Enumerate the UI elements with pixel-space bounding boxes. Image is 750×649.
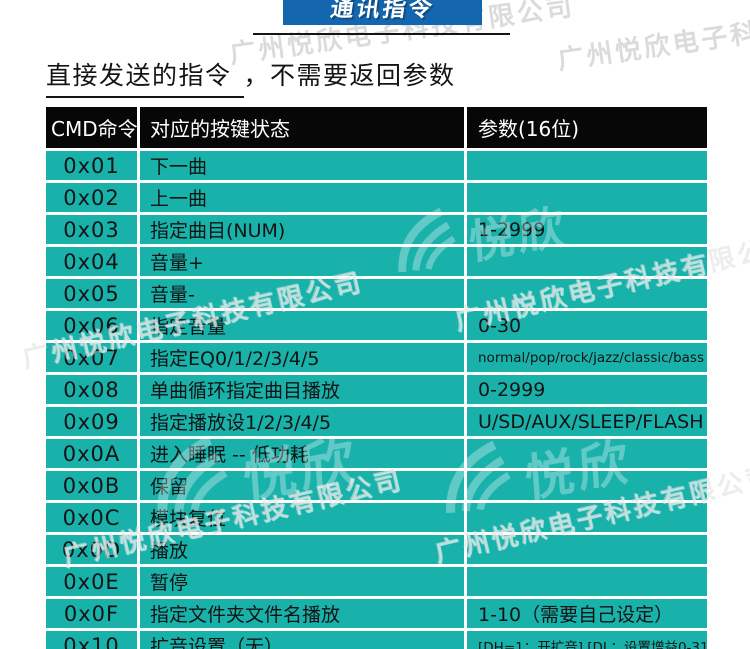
cmd-cell: 0x04 bbox=[46, 247, 137, 276]
param-cell bbox=[467, 279, 707, 308]
action-cell: 进入睡眠 -- 低功耗 bbox=[140, 439, 464, 468]
cmd-cell: 0x0C bbox=[46, 503, 137, 532]
banner-underline bbox=[253, 33, 510, 35]
cmd-cell: 0x0F bbox=[46, 599, 137, 628]
cmd-cell: 0x02 bbox=[46, 183, 137, 212]
cmd-cell: 0x06 bbox=[46, 311, 137, 340]
cmd-cell: 0x0D bbox=[46, 535, 137, 564]
param-cell bbox=[467, 151, 707, 180]
page-title: 直接发送的指令 ，不需要返回参数 bbox=[46, 56, 456, 98]
param-cell: 1-2999 bbox=[467, 215, 707, 244]
col-header-action: 对应的按键状态 bbox=[140, 107, 464, 148]
action-cell: 保留 bbox=[140, 471, 464, 500]
cmd-cell: 0x05 bbox=[46, 279, 137, 308]
param-cell bbox=[467, 247, 707, 276]
heading-rest-part: ，不需要返回参数 bbox=[243, 61, 456, 90]
action-cell: 模块复位 bbox=[140, 503, 464, 532]
cmd-cell: 0x0A bbox=[46, 439, 137, 468]
cmd-cell: 0x0E bbox=[46, 567, 137, 596]
action-cell: 音量- bbox=[140, 279, 464, 308]
cmd-cell: 0x03 bbox=[46, 215, 137, 244]
action-cell: 指定曲目(NUM) bbox=[140, 215, 464, 244]
command-table: CMD命令 对应的按键状态 参数(16位) 0x01 下一曲 0x02 上一曲 … bbox=[46, 107, 707, 649]
action-cell: 暂停 bbox=[140, 567, 464, 596]
cmd-cell: 0x08 bbox=[46, 375, 137, 404]
param-cell bbox=[467, 503, 707, 532]
param-cell bbox=[467, 471, 707, 500]
action-cell: 下一曲 bbox=[140, 151, 464, 180]
param-cell: [DH=1：开扩音] [DL：设置增益0-31] bbox=[467, 631, 707, 649]
banner-title: 通讯指令 bbox=[328, 0, 436, 22]
action-cell: 指定文件夹文件名播放 bbox=[140, 599, 464, 628]
action-cell: 指定EQ0/1/2/3/4/5 bbox=[140, 343, 464, 372]
watermark-company-text: 广州悦欣电子科技有限公司 bbox=[555, 0, 750, 77]
col-header-cmd: CMD命令 bbox=[46, 107, 138, 148]
heading-underlined-part: 直接发送的指令 bbox=[46, 61, 244, 98]
param-cell bbox=[467, 439, 707, 468]
param-cell: U/SD/AUX/SLEEP/FLASH bbox=[467, 407, 707, 436]
action-cell: 播放 bbox=[140, 535, 464, 564]
section-banner: 通讯指令 bbox=[283, 0, 482, 25]
param-cell: 0-30 bbox=[467, 311, 707, 340]
col-header-param: 参数(16位) bbox=[467, 107, 707, 148]
cmd-cell: 0x09 bbox=[46, 407, 137, 436]
param-cell: normal/pop/rock/jazz/classic/bass bbox=[467, 343, 707, 372]
cmd-cell: 0x01 bbox=[46, 151, 137, 180]
action-cell: 扩音设置（无） bbox=[140, 631, 464, 649]
param-cell: 0-2999 bbox=[467, 375, 707, 404]
param-cell: 1-10（需要自己设定） bbox=[467, 599, 707, 628]
cmd-cell: 0x0B bbox=[46, 471, 137, 500]
action-cell: 指定音量 bbox=[140, 311, 464, 340]
param-cell bbox=[467, 183, 707, 212]
action-cell: 单曲循环指定曲目播放 bbox=[140, 375, 464, 404]
action-cell: 指定播放设1/2/3/4/5 bbox=[140, 407, 464, 436]
cmd-cell: 0x07 bbox=[46, 343, 137, 372]
param-cell bbox=[467, 567, 707, 596]
cmd-cell: 0x10 bbox=[46, 631, 137, 649]
action-cell: 音量+ bbox=[140, 247, 464, 276]
param-cell bbox=[467, 535, 707, 564]
action-cell: 上一曲 bbox=[140, 183, 464, 212]
